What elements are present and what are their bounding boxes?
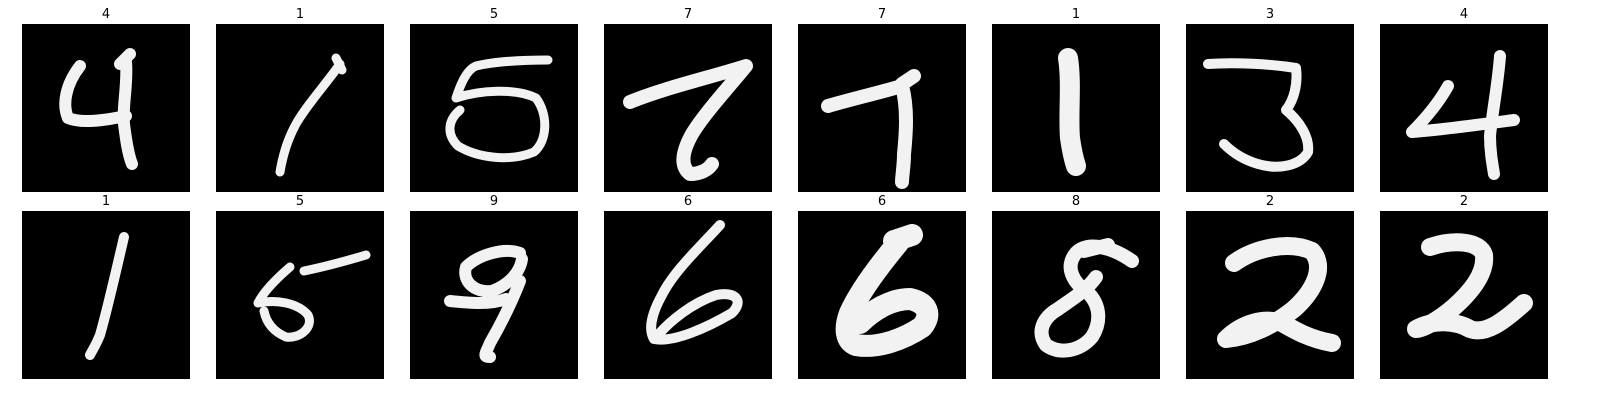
handwritten-digit-4-image: [22, 24, 190, 192]
digit-label: 7: [683, 7, 693, 22]
handwritten-digit-7-image: [798, 24, 966, 192]
digit-label: 2: [1459, 194, 1469, 209]
digit-label: 4: [101, 7, 111, 22]
handwritten-digit-8-image: [992, 211, 1160, 379]
digit-label: 1: [295, 7, 305, 22]
digit-label: 5: [295, 194, 305, 209]
digit-label: 6: [683, 194, 693, 209]
handwritten-digit-3-image: [1186, 24, 1354, 192]
handwritten-digit-7-image: [604, 24, 772, 192]
digit-label: 1: [1071, 7, 1081, 22]
digit-label: 4: [1459, 7, 1469, 22]
handwritten-digit-6-image: [604, 211, 772, 379]
handwritten-digit-1-image: [22, 211, 190, 379]
handwritten-digit-1-image: [992, 24, 1160, 192]
handwritten-digit-5-image: [216, 211, 384, 379]
digit-label: 1: [101, 194, 111, 209]
digit-label: 3: [1265, 7, 1275, 22]
digit-label: 9: [489, 194, 499, 209]
handwritten-digit-4-image: [1380, 24, 1548, 192]
digit-label: 6: [877, 194, 887, 209]
handwritten-digit-9-image: [410, 211, 578, 379]
digit-label: 8: [1071, 194, 1081, 209]
digit-label: 7: [877, 7, 887, 22]
digit-label: 5: [489, 7, 499, 22]
handwritten-digit-2-image: [1186, 211, 1354, 379]
handwritten-digit-6-image: [798, 211, 966, 379]
handwritten-digit-2-image: [1380, 211, 1548, 379]
digit-label: 2: [1265, 194, 1275, 209]
handwritten-digit-5-image: [410, 24, 578, 192]
handwritten-digit-1-image: [216, 24, 384, 192]
